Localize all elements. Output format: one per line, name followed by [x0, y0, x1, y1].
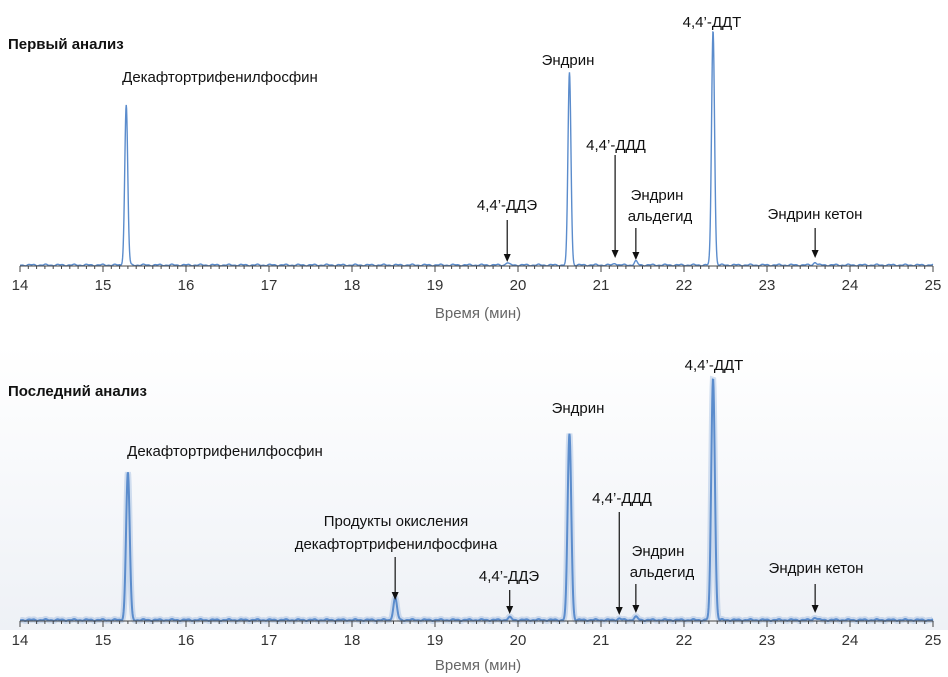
chart-2-tick-label-0: 14: [12, 632, 29, 649]
chart-1-tick-label-2: 16: [178, 277, 195, 294]
chart-2-peak-label-4: 4,4’-ДДД: [592, 490, 652, 507]
chart-1-tick-label-3: 17: [261, 277, 278, 294]
chart-1-title: Первый анализ: [8, 36, 124, 53]
chart-2-peak-label-0: Декафтортрифенилфосфин: [127, 443, 323, 460]
chart-1-peak-label-1: 4,4’-ДДЭ: [477, 197, 537, 214]
chart-2-arrow-4: [615, 512, 623, 615]
chart-2-trace-layer: [19, 375, 935, 624]
chart-1-tick-label-1: 15: [95, 277, 112, 294]
chart-1-tick-label-6: 20: [510, 277, 527, 294]
chart-2-peak-label-3: Эндрин: [552, 400, 605, 417]
panel-2-background: [0, 345, 948, 630]
chart-2-tick-label-10: 24: [842, 632, 859, 649]
chart-1-tick-label-7: 21: [593, 277, 610, 294]
chart-panel-2: Последний анализ 14 15 16 17 18 19 20 21 22 23 24 2…: [8, 357, 941, 674]
chart-1-peak-label-3: 4,4’-ДДД: [586, 137, 646, 154]
chart-2-arrows: [391, 512, 819, 615]
chart-1-peak-label-5: 4,4’-ДДТ: [683, 14, 742, 31]
chart-2-tick-label-6: 20: [510, 632, 527, 649]
chart-2-tick-label-9: 23: [759, 632, 776, 649]
chart-1-arrow-3: [611, 155, 619, 258]
chart-1-arrow-4: [632, 228, 640, 260]
chart-2-tick-label-3: 17: [261, 632, 278, 649]
chart-2-tick-label-7: 21: [593, 632, 610, 649]
chart-2-arrow-5: [632, 584, 640, 613]
chart-2-peak-label-2: 4,4’-ДДЭ: [479, 568, 539, 585]
chart-1-tick-label-4: 18: [344, 277, 361, 294]
chart-2-peak-label-6: 4,4’-ДДТ: [685, 357, 744, 374]
chart-2-tick-label-8: 22: [676, 632, 693, 649]
chart-2-tick-label-4: 18: [344, 632, 361, 649]
chart-1-arrows: [503, 155, 819, 262]
chart-1-tick-label-8: 22: [676, 277, 693, 294]
chart-1-tick-label-10: 24: [842, 277, 859, 294]
chart-2-peak-label-5a: Эндрин: [632, 543, 685, 560]
chart-2-arrow-1: [391, 557, 399, 600]
chart-1-arrow-6: [811, 228, 819, 258]
chart-1-arrow-1: [503, 220, 511, 262]
chart-1-x-axis-label: Время (мин): [435, 305, 521, 322]
chart-1-peak-label-0: Декафтортрифенилфосфин: [122, 69, 318, 86]
chart-1-trace-layer: [19, 31, 934, 267]
chart-2-peak-label-7: Эндрин кетон: [769, 560, 864, 577]
chart-2-peak-label-5b: альдегид: [630, 564, 695, 581]
chart-1-tick-label-5: 19: [427, 277, 444, 294]
chart-1-peak-label-4a: Эндрин: [631, 187, 684, 204]
chart-2-peak-label-1b: декафтортрифенилфосфина: [295, 536, 498, 553]
chart-2-tick-label-5: 19: [427, 632, 444, 649]
chart-2-peak-label-1a: Продукты окисления: [324, 513, 469, 530]
chart-1-peak-label-6: Эндрин кетон: [768, 206, 863, 223]
chart-1-tick-label-9: 23: [759, 277, 776, 294]
chart-panel-1: Первый анализ 14 15 16 17 18 19 20 21 22 23 24 25 В…: [8, 14, 941, 322]
chart-1-x-axis: 14 15 16 17 18 19 20 21 22 23 24 25: [12, 265, 942, 294]
chart-1-tick-label-11: 25: [925, 277, 942, 294]
chart-1-peak-label-4b: альдегид: [628, 208, 693, 225]
chart-1-tick-label-0: 14: [12, 277, 29, 294]
chart-2-x-axis: 14 15 16 17 18 19 20 21 22 23 24 25: [12, 620, 942, 649]
chart-2-trace-glow: [19, 375, 935, 624]
chart-2-arrow-7: [811, 584, 819, 613]
chart-1-peak-label-2: Эндрин: [542, 52, 595, 69]
chart-2-trace-line: [19, 378, 934, 622]
chart-2-tick-label-11: 25: [925, 632, 942, 649]
chart-1-trace-line: [19, 31, 934, 267]
chart-2-tick-label-1: 15: [95, 632, 112, 649]
chart-2-x-axis-label: Время (мин): [435, 657, 521, 674]
chart-2-arrow-2: [506, 590, 514, 614]
chart-2-tick-label-2: 16: [178, 632, 195, 649]
chart-2-title: Последний анализ: [8, 383, 147, 400]
